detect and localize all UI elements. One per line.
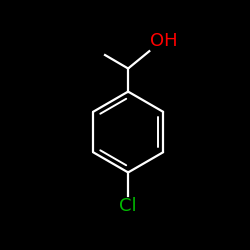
Text: OH: OH (150, 32, 178, 50)
Text: Cl: Cl (119, 196, 137, 214)
